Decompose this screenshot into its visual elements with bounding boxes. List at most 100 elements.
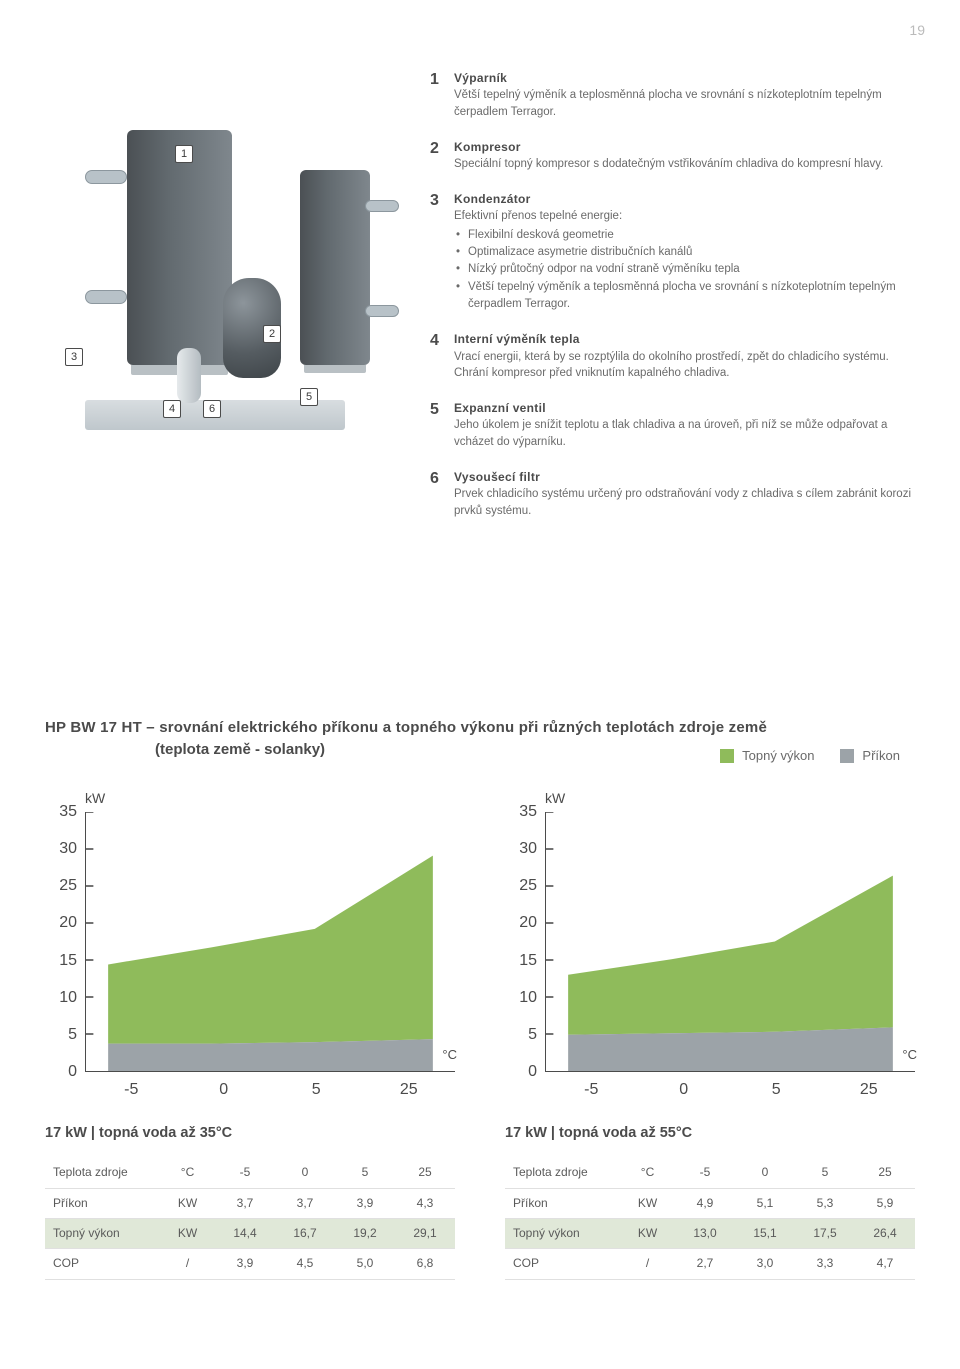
table-cell: 5,3 bbox=[795, 1188, 855, 1218]
table-cell: 5 bbox=[795, 1158, 855, 1188]
item-number: 4 bbox=[430, 331, 444, 382]
table-cell: °C bbox=[160, 1158, 215, 1188]
diagram-pipe bbox=[365, 305, 399, 317]
item-desc: Speciální topný kompresor s dodatečným v… bbox=[454, 156, 915, 173]
table-row: PříkonKW4,95,15,35,9 bbox=[505, 1188, 915, 1218]
bullet: Nízký průtočný odpor na vodní straně vým… bbox=[454, 261, 915, 278]
item-desc: Větší tepelný výměník a teplosměnná ploc… bbox=[454, 87, 915, 120]
bullet: Flexibilní desková geometrie bbox=[454, 227, 915, 244]
item-title: Interní výměník tepla bbox=[454, 331, 915, 348]
item-title: Vysoušecí filtr bbox=[454, 469, 915, 486]
table-cell: 17,5 bbox=[795, 1218, 855, 1248]
table-cell: 4,3 bbox=[395, 1188, 455, 1218]
diagram-label-3: 3 bbox=[65, 348, 83, 366]
chart-caption: 17 kW | topná voda až 35°C bbox=[45, 1123, 455, 1144]
x-unit: °C bbox=[442, 1046, 457, 1065]
xtick: 5 bbox=[730, 1078, 823, 1101]
item-title: Kompresor bbox=[454, 139, 915, 156]
table-cell: Topný výkon bbox=[505, 1218, 620, 1248]
y-unit: kW bbox=[545, 788, 915, 808]
x-unit: °C bbox=[902, 1046, 917, 1065]
chart-svg bbox=[546, 812, 915, 1071]
component-list: 1 Výparník Větší tepelný výměník a teplo… bbox=[430, 70, 915, 537]
table-row: Teplota zdroje°C-50525 bbox=[45, 1158, 455, 1188]
xtick: 25 bbox=[823, 1078, 916, 1101]
legend-label: Příkon bbox=[862, 748, 900, 763]
table-left: Teplota zdroje°C-50525PříkonKW3,73,73,94… bbox=[45, 1158, 455, 1280]
table-cell: Teplota zdroje bbox=[45, 1158, 160, 1188]
page-number: 19 bbox=[909, 20, 925, 40]
table-row: COP/2,73,03,34,7 bbox=[505, 1249, 915, 1279]
xtick: -5 bbox=[85, 1078, 178, 1101]
table-cell: 4,5 bbox=[275, 1249, 335, 1279]
table-cell: / bbox=[160, 1249, 215, 1279]
plot-area: °C bbox=[545, 812, 915, 1072]
table-cell: KW bbox=[620, 1188, 675, 1218]
table-cell: 5,9 bbox=[855, 1188, 915, 1218]
table-row: PříkonKW3,73,73,94,3 bbox=[45, 1188, 455, 1218]
table-cell: 3,7 bbox=[275, 1188, 335, 1218]
table-cell: 2,7 bbox=[675, 1249, 735, 1279]
table-cell: 15,1 bbox=[735, 1218, 795, 1248]
legend-item-prikon: Příkon bbox=[840, 747, 900, 766]
table-cell: 5 bbox=[335, 1158, 395, 1188]
table-row: Teplota zdroje°C-50525 bbox=[505, 1158, 915, 1188]
y-axis: 35 30 25 20 15 10 5 0 bbox=[45, 812, 85, 1072]
item-desc: Vrací energii, která by se rozptýlila do… bbox=[454, 349, 915, 366]
legend-swatch bbox=[840, 749, 854, 763]
table-cell: 3,9 bbox=[335, 1188, 395, 1218]
table-cell: COP bbox=[505, 1249, 620, 1279]
bullet: Větší tepelný výměník a teplosměnná ploc… bbox=[454, 279, 915, 314]
item-bullets: Flexibilní desková geometrie Optimalizac… bbox=[454, 227, 915, 313]
table-cell: 25 bbox=[395, 1158, 455, 1188]
xtick: 0 bbox=[638, 1078, 731, 1101]
legend-swatch bbox=[720, 749, 734, 763]
diagram-label-1: 1 bbox=[175, 145, 193, 163]
item-desc2: Chrání kompresor před vniknutím kapalnéh… bbox=[454, 365, 915, 382]
table-cell: 19,2 bbox=[335, 1218, 395, 1248]
table-cell: 13,0 bbox=[675, 1218, 735, 1248]
chart-left: kW 35 30 25 20 15 10 5 0 °C -5 bbox=[45, 788, 455, 1145]
item-title: Kondenzátor bbox=[454, 191, 915, 208]
component-diagram: 1 2 3 4 5 6 bbox=[45, 70, 405, 440]
table-cell: 0 bbox=[735, 1158, 795, 1188]
table-cell: 3,0 bbox=[735, 1249, 795, 1279]
item-lead: Efektivní přenos tepelné energie: bbox=[454, 208, 915, 225]
table-cell: -5 bbox=[675, 1158, 735, 1188]
plot-area: °C bbox=[85, 812, 455, 1072]
xtick: 0 bbox=[178, 1078, 271, 1101]
diagram-label-5: 5 bbox=[300, 388, 318, 406]
legend-item-topny: Topný výkon bbox=[720, 747, 814, 766]
legend-label: Topný výkon bbox=[742, 748, 814, 763]
table-cell: Příkon bbox=[505, 1188, 620, 1218]
diagram-evaporator bbox=[127, 130, 232, 365]
component-item-5: 5 Expanzní ventil Jeho úkolem je snížit … bbox=[430, 400, 915, 451]
table-cell: COP bbox=[45, 1249, 160, 1279]
table-cell: 4,7 bbox=[855, 1249, 915, 1279]
item-title: Výparník bbox=[454, 70, 915, 87]
diagram-label-2: 2 bbox=[263, 325, 281, 343]
item-number: 5 bbox=[430, 400, 444, 451]
table-cell: -5 bbox=[215, 1158, 275, 1188]
component-item-1: 1 Výparník Větší tepelný výměník a teplo… bbox=[430, 70, 915, 121]
xtick: -5 bbox=[545, 1078, 638, 1101]
item-number: 2 bbox=[430, 139, 444, 173]
y-unit: kW bbox=[85, 788, 455, 808]
diagram-label-6: 6 bbox=[203, 400, 221, 418]
table-cell: Příkon bbox=[45, 1188, 160, 1218]
table-cell: KW bbox=[620, 1218, 675, 1248]
table-cell: 26,4 bbox=[855, 1218, 915, 1248]
item-number: 3 bbox=[430, 191, 444, 313]
bullet: Optimalizace asymetrie distribučních kan… bbox=[454, 244, 915, 261]
table-cell: 4,9 bbox=[675, 1188, 735, 1218]
x-axis: -5 0 5 25 bbox=[545, 1078, 915, 1101]
chart-svg bbox=[86, 812, 455, 1071]
table-cell: 3,9 bbox=[215, 1249, 275, 1279]
table-cell: 16,7 bbox=[275, 1218, 335, 1248]
component-item-3: 3 Kondenzátor Efektivní přenos tepelné e… bbox=[430, 191, 915, 313]
component-item-4: 4 Interní výměník tepla Vrací energii, k… bbox=[430, 331, 915, 382]
diagram-pipe bbox=[85, 170, 127, 184]
table-row: COP/3,94,55,06,8 bbox=[45, 1249, 455, 1279]
component-item-6: 6 Vysoušecí filtr Prvek chladicího systé… bbox=[430, 469, 915, 520]
x-axis: -5 0 5 25 bbox=[85, 1078, 455, 1101]
